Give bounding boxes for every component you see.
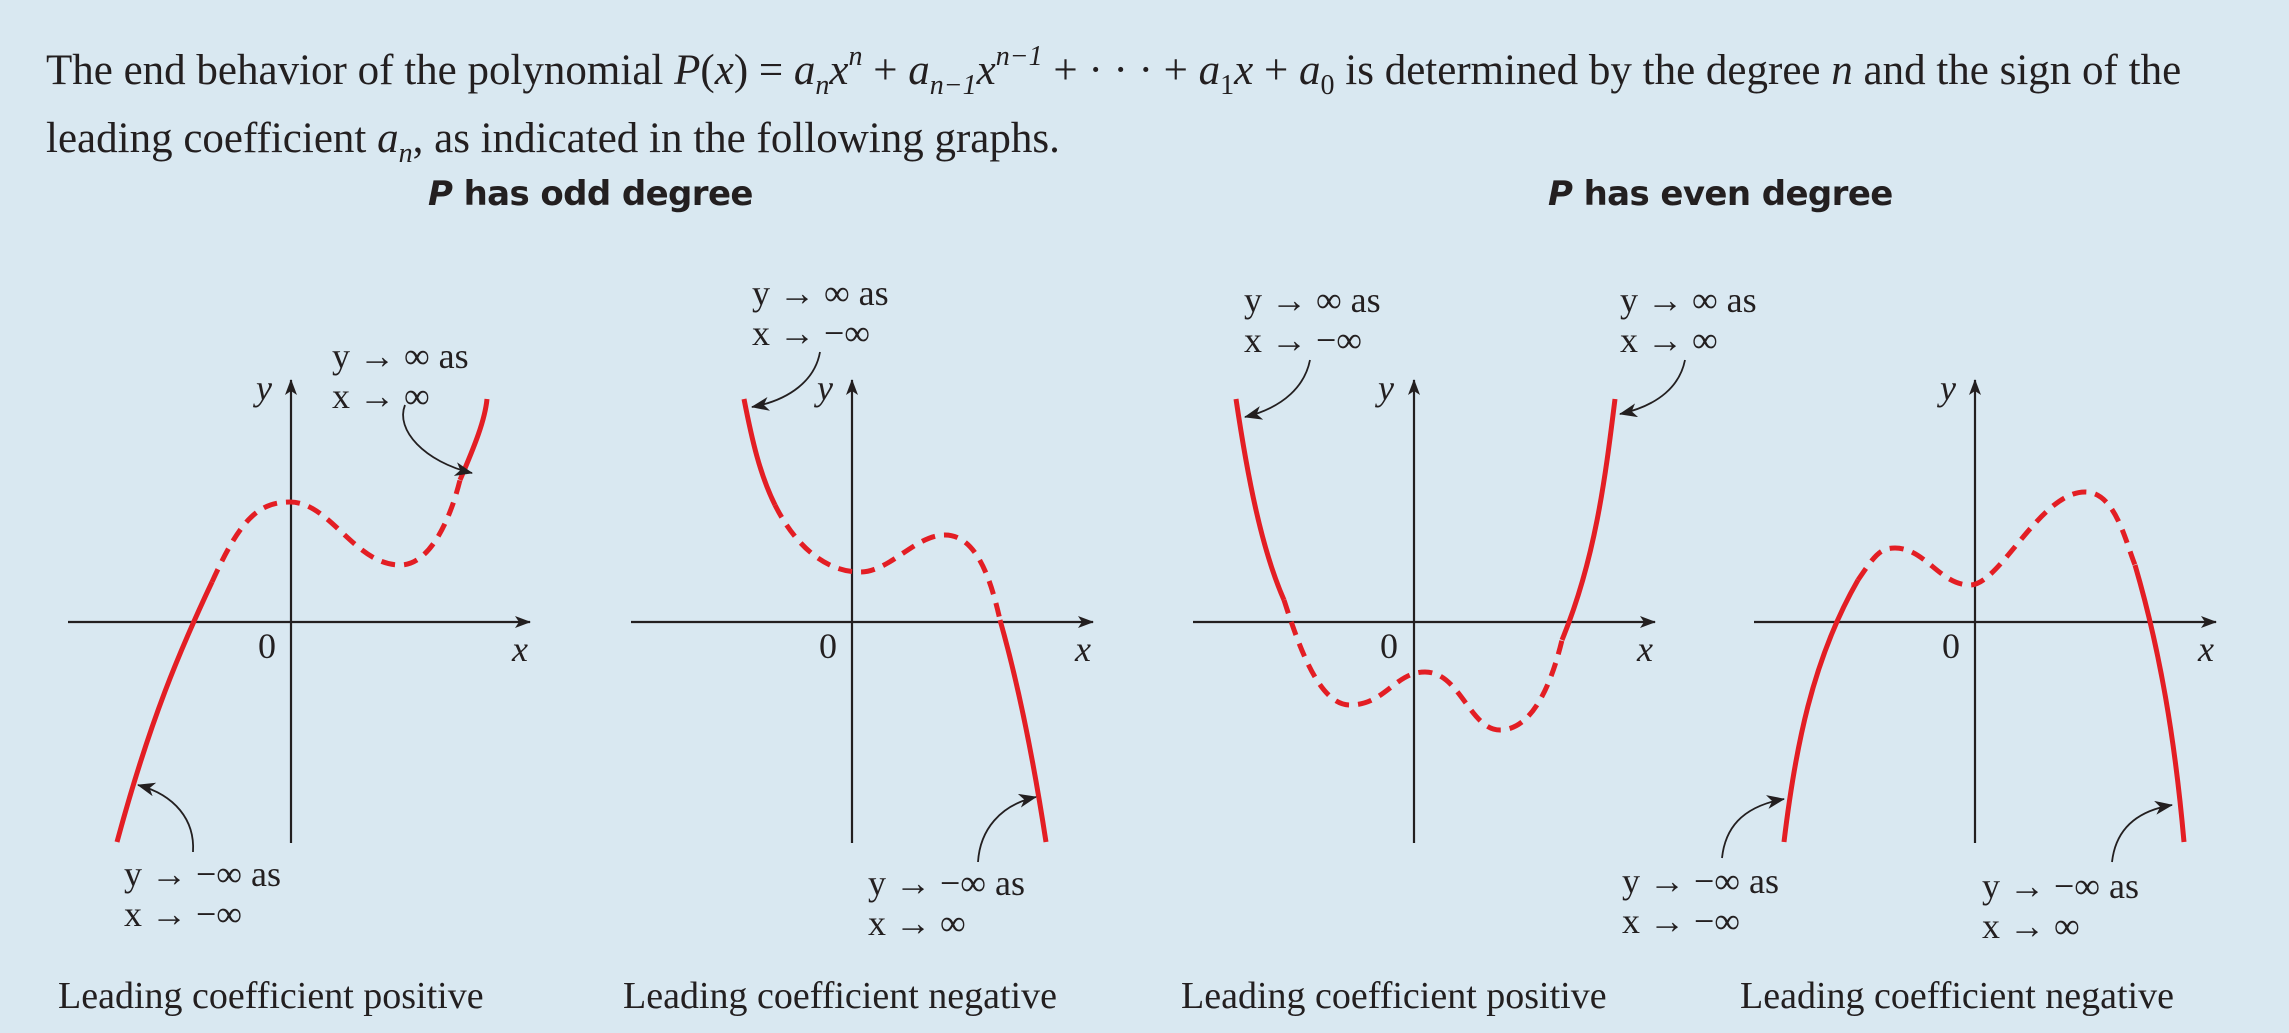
paren: ( xyxy=(700,47,715,94)
graph-even-negative: y x 0 y → −∞ as x → −∞ y → −∞ as x → ∞ xyxy=(1622,368,2217,946)
plus-sign: + xyxy=(1253,47,1300,94)
paren: ) xyxy=(733,47,749,94)
callout-arrow xyxy=(1721,795,1785,859)
polynomial-name: P xyxy=(674,47,701,94)
curve-middle-dashed xyxy=(209,479,463,584)
x-axis-label: x xyxy=(2197,629,2214,669)
plus-sign: + xyxy=(1042,47,1089,94)
curve-end-left xyxy=(1233,398,1287,602)
callout-arrow xyxy=(402,404,473,476)
annotation-y-neginf: y → −∞ as xyxy=(1982,866,2139,906)
annotation-y-inf: y → ∞ as xyxy=(1620,280,1757,320)
x-axis-label: x xyxy=(1636,629,1653,669)
graph-even-positive: y x 0 y → ∞ as x → −∞ y → ∞ as x → ∞ xyxy=(1193,280,1757,843)
caption-graph-1: Leading coefficient positive xyxy=(58,975,484,1017)
annotation-x-inf: x → ∞ xyxy=(868,903,966,943)
heading-variable: P xyxy=(1548,174,1573,214)
y-axis-label: y xyxy=(814,368,833,408)
variable: x xyxy=(714,47,734,94)
caption-graph-3: Leading coefficient positive xyxy=(1181,975,1607,1017)
subscript: n xyxy=(815,70,830,101)
callout-arrow xyxy=(137,782,194,853)
equals-sign: = xyxy=(748,47,794,94)
plus-sign: + xyxy=(1152,47,1199,94)
coefficient: a xyxy=(1299,47,1321,94)
origin-label: 0 xyxy=(258,626,276,666)
annotation-y-neginf: y → −∞ as xyxy=(868,863,1025,903)
curve-middle-dashed xyxy=(772,503,1003,621)
callout-arrow xyxy=(751,351,821,411)
curve-end-left xyxy=(1781,578,1861,843)
annotation-x-inf: x → ∞ xyxy=(1620,320,1718,360)
plus-sign: + xyxy=(862,47,909,94)
graph-odd-positive: y x 0 y → ∞ as x → ∞ y → −∞ as x → −∞ xyxy=(68,336,531,934)
annotation-x-neginf: x → −∞ xyxy=(1622,901,1740,941)
ellipsis: · · · xyxy=(1088,47,1153,94)
caption-graph-2: Leading coefficient negative xyxy=(623,975,1057,1017)
curve-middle-dashed xyxy=(1281,599,1565,733)
annotation-x-inf: x → ∞ xyxy=(1982,906,2080,946)
callout-arrow xyxy=(977,793,1037,863)
curve-end-right xyxy=(457,398,490,481)
annotation-x-neginf: x → −∞ xyxy=(124,894,242,934)
coefficient: a xyxy=(1198,47,1221,94)
intro-text-part: is determined by the degree xyxy=(1334,47,1832,94)
caption-graph-4: Leading coefficient negative xyxy=(1740,975,2174,1017)
annotation-y-inf: y → ∞ as xyxy=(752,273,889,313)
annotation-y-neginf: y → −∞ as xyxy=(124,854,281,894)
variable: x xyxy=(1234,47,1254,94)
graph-odd-negative: y x 0 y → ∞ as x → −∞ y → −∞ as x → ∞ xyxy=(631,273,1094,943)
curve-end-left xyxy=(114,580,215,843)
y-axis-label: y xyxy=(1937,368,1956,408)
annotation-x-neginf: x → −∞ xyxy=(1244,320,1362,360)
curve-end-left xyxy=(741,398,778,507)
exponent: n−1 xyxy=(995,41,1043,72)
y-axis-label: y xyxy=(253,368,272,408)
exponent: n xyxy=(848,41,863,72)
curve-end-right xyxy=(997,619,1049,843)
coefficient: a xyxy=(908,47,930,94)
intro-text: The end behavior of the polynomial P(x) … xyxy=(46,30,2256,180)
intro-text-part: and the sign of the leading coefficient xyxy=(46,47,2182,162)
annotation-y-inf: y → ∞ as xyxy=(332,336,469,376)
annotation-y-neginf: y → −∞ as xyxy=(1622,861,1779,901)
curve-end-right xyxy=(1559,398,1618,641)
heading-label: has odd degree xyxy=(452,174,754,214)
origin-label: 0 xyxy=(1380,626,1398,666)
variable: x xyxy=(976,47,996,94)
y-axis-label: y xyxy=(1375,368,1394,408)
heading-even-degree: P has even degree xyxy=(1548,174,1893,214)
callout-arrow xyxy=(1619,359,1686,418)
variable: x xyxy=(829,47,849,94)
coefficient: a xyxy=(377,115,399,162)
origin-label: 0 xyxy=(1942,626,1960,666)
curve-middle-dashed xyxy=(1855,489,2138,588)
heading-variable: P xyxy=(428,174,453,214)
annotation-x-inf: x → ∞ xyxy=(332,376,430,416)
curve-end-right xyxy=(2132,564,2187,843)
x-axis-label: x xyxy=(1074,629,1091,669)
subscript: 0 xyxy=(1320,70,1335,101)
coefficient: a xyxy=(793,47,816,94)
heading-label: has even degree xyxy=(1572,174,1894,214)
annotation-x-neginf: x → −∞ xyxy=(752,313,870,353)
x-axis-label: x xyxy=(511,629,528,669)
intro-text-part: The end behavior of the polynomial xyxy=(46,47,675,94)
intro-text-part: , as indicated in the following graphs. xyxy=(412,115,1060,162)
callout-arrow xyxy=(2111,800,2173,863)
callout-arrow xyxy=(1244,359,1311,420)
subscript: n xyxy=(398,138,413,169)
subscript: 1 xyxy=(1220,70,1235,101)
degree-symbol: n xyxy=(1831,47,1853,94)
subscript: n−1 xyxy=(929,70,977,101)
heading-odd-degree: P has odd degree xyxy=(428,174,753,214)
origin-label: 0 xyxy=(819,626,837,666)
annotation-y-inf: y → ∞ as xyxy=(1244,280,1381,320)
